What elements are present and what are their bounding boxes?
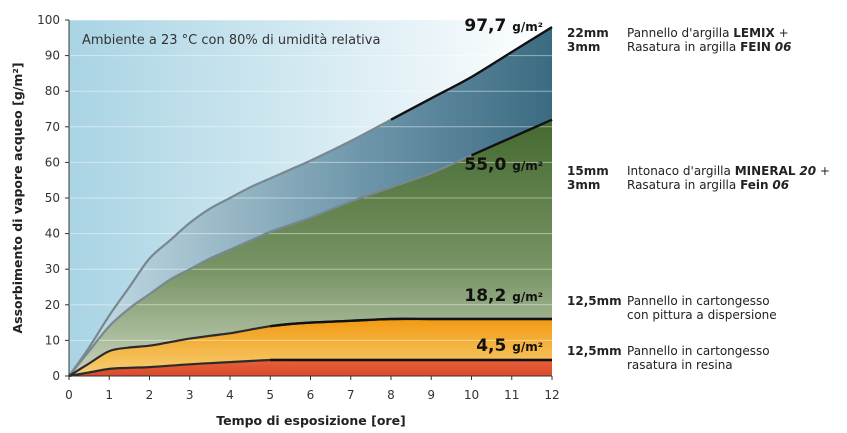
x-tick-label-4: 4 [226,388,234,402]
condition-note: Ambiente a 23 °C con 80% di umidità rela… [82,33,380,48]
series-line-tail-2 [270,317,552,328]
y-tick-label-20: 20 [45,298,60,312]
layer-description: Intonaco d'argilla MINERAL 20 + Rasatura … [627,164,830,192]
y-tick-label-80: 80 [45,84,60,98]
y-tick-label-100: 100 [37,13,60,27]
series-area-3 [69,359,552,376]
layer-description: Pannello in cartongesso con pittura a dis… [627,294,777,322]
y-tick-label-60: 60 [45,155,60,169]
series-line-tail-0 [390,26,553,121]
series-line-1 [68,118,553,377]
layer-thickness: 12,5mm [567,344,622,358]
layer-description: Pannello d'argilla LEMIX + Rasatura in ar… [627,26,792,54]
x-tick-label-11: 11 [504,388,519,402]
x-axis-title: Tempo di esposizione [ore] [216,413,406,428]
series-value-label-3: 4,5 g/m² [476,336,543,356]
y-axis-title: Assorbimento di vapore acqueo [g/m²] [10,62,25,333]
series-area-1 [69,119,552,376]
y-tick-label-0: 0 [52,369,60,383]
x-tick-label-2: 2 [146,388,154,402]
x-tick-label-5: 5 [266,388,274,402]
series-line-tail-1 [471,118,553,157]
x-tick-label-10: 10 [464,388,479,402]
y-tick-label-10: 10 [45,333,60,347]
layer-thickness: 12,5mm [567,294,622,308]
layer-thickness: 22mm 3mm [567,26,609,54]
x-tick-label-9: 9 [427,388,435,402]
x-tick-label-6: 6 [307,388,315,402]
x-tick-label-12: 12 [544,388,559,402]
layer-thickness: 15mm 3mm [567,164,609,192]
x-tick-label-3: 3 [186,388,194,402]
y-tick-label-90: 90 [45,49,60,63]
y-tick-label-40: 40 [45,227,60,241]
y-tick-label-30: 30 [45,262,60,276]
x-tick-label-0: 0 [65,388,73,402]
y-tick-label-70: 70 [45,120,60,134]
series-value-label-2: 18,2 g/m² [464,286,543,306]
series-value-label-1: 55,0 g/m² [464,155,543,175]
series-value-label-0: 97,7 g/m² [464,16,543,36]
layer-description: Pannello in cartongesso rasatura in resin… [627,344,770,372]
y-tick-label-50: 50 [45,191,60,205]
x-tick-label-7: 7 [347,388,355,402]
x-tick-label-8: 8 [387,388,395,402]
x-tick-label-1: 1 [105,388,113,402]
